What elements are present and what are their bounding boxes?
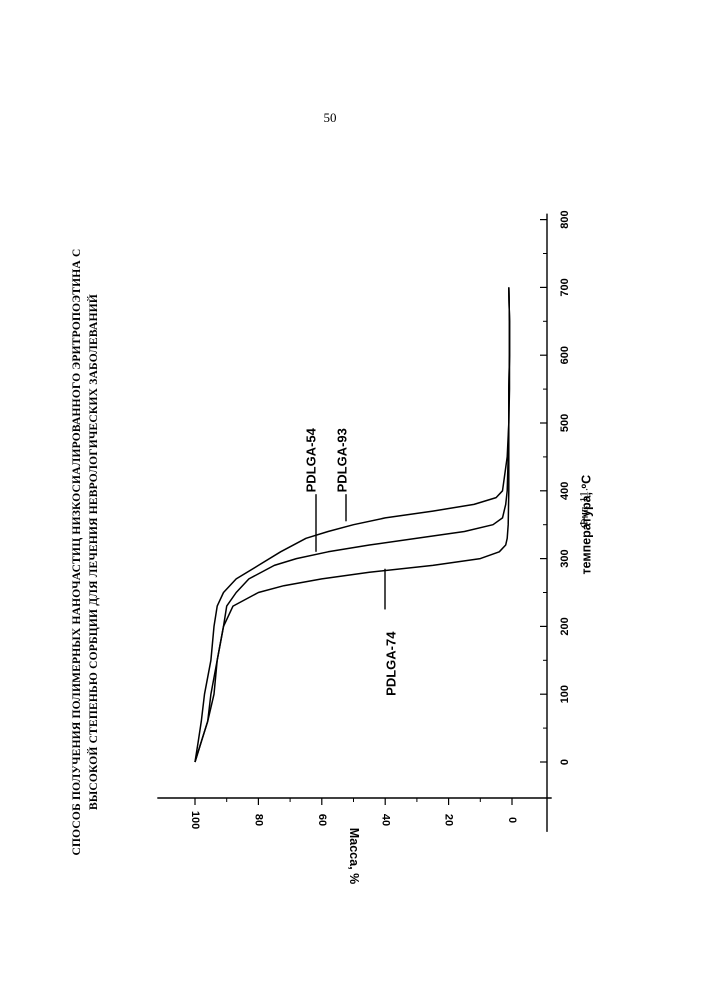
figure-caption: Фиг. 11. (577, 488, 592, 528)
series-label: PDLGA-54 (303, 427, 318, 492)
y-tick-label: 20 (443, 814, 455, 826)
x-tick-label: 200 (559, 617, 571, 635)
x-tick-label: 700 (559, 278, 571, 296)
x-tick-label: 400 (559, 482, 571, 500)
x-tick-label: 800 (559, 210, 571, 228)
y-tick-label: 60 (316, 814, 328, 826)
x-tick-label: 600 (559, 346, 571, 364)
y-tick-label: 0 (506, 817, 518, 823)
x-tick-label: 100 (559, 685, 571, 703)
x-tick-label: 300 (559, 549, 571, 567)
y-tick-label: 100 (189, 811, 201, 829)
y-tick-label: 80 (252, 814, 264, 826)
series-label: PDLGA-74 (383, 631, 398, 696)
x-tick-label: 500 (559, 414, 571, 432)
x-tick-label: 0 (559, 759, 571, 765)
y-axis-label: Масса, % (347, 828, 361, 885)
y-tick-label: 40 (379, 814, 391, 826)
series-line-pdlga-93 (195, 287, 510, 762)
series-label: PDLGA-93 (334, 428, 349, 492)
